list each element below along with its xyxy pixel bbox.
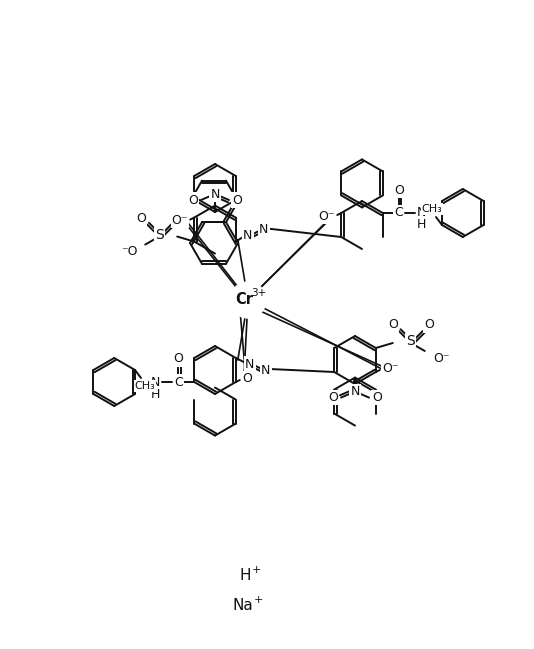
Text: H: H xyxy=(151,387,160,400)
Text: CH₃: CH₃ xyxy=(135,381,155,391)
Text: N: N xyxy=(417,206,427,219)
Text: O: O xyxy=(242,373,252,386)
Text: O: O xyxy=(394,184,404,197)
Circle shape xyxy=(230,282,266,318)
Text: O⁻: O⁻ xyxy=(319,210,335,223)
Text: H: H xyxy=(417,219,427,232)
Text: H: H xyxy=(239,567,251,583)
Text: Na: Na xyxy=(233,598,253,613)
Text: N: N xyxy=(261,363,271,376)
Text: O⁻: O⁻ xyxy=(382,363,398,376)
Text: O: O xyxy=(232,193,242,206)
Text: O: O xyxy=(136,212,146,225)
Text: N: N xyxy=(151,376,160,389)
Text: +: + xyxy=(252,565,261,575)
Text: O: O xyxy=(424,319,434,332)
Text: O: O xyxy=(173,352,183,365)
Text: +: + xyxy=(253,595,263,605)
Text: 3+: 3+ xyxy=(252,288,266,298)
Text: S: S xyxy=(406,334,415,348)
Text: N: N xyxy=(259,223,269,236)
Text: N: N xyxy=(243,229,253,242)
Text: O: O xyxy=(372,391,382,404)
Text: O: O xyxy=(188,193,198,206)
Text: Cr: Cr xyxy=(235,293,253,308)
Text: O⁻: O⁻ xyxy=(172,214,188,227)
Text: C: C xyxy=(395,206,403,219)
Text: ⁻O: ⁻O xyxy=(121,245,137,258)
Text: CH₃: CH₃ xyxy=(422,204,442,214)
Text: N: N xyxy=(245,358,255,371)
Text: O: O xyxy=(172,212,182,225)
Text: N: N xyxy=(350,385,360,398)
Text: O: O xyxy=(328,391,338,404)
Text: N: N xyxy=(210,188,219,201)
Text: C: C xyxy=(174,376,183,389)
Text: O⁻: O⁻ xyxy=(433,352,449,365)
Text: O: O xyxy=(388,319,398,332)
Text: S: S xyxy=(155,228,163,241)
